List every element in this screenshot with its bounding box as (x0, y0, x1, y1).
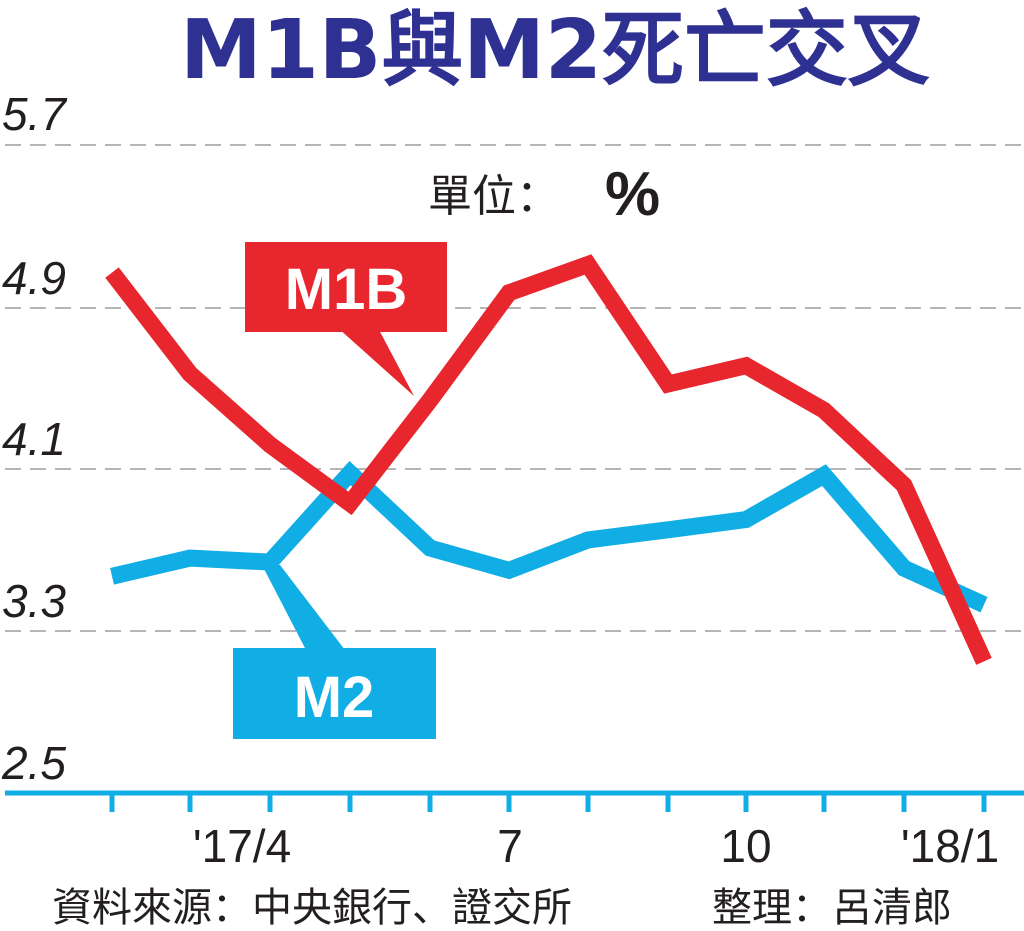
editor-credit: 整理：呂清郎 (712, 885, 952, 931)
ytick-label: 2.5 (1, 737, 66, 789)
x-axis-labels: '17/4 7 10 '18/1 (193, 820, 999, 872)
m2-callout-label: M2 (294, 665, 375, 730)
xtick-label: 10 (720, 820, 771, 872)
ytick-label: 5.7 (2, 88, 67, 140)
ytick-label: 3.3 (2, 575, 66, 627)
m2-callout: M2 (233, 565, 436, 739)
ytick-label: 4.1 (2, 413, 66, 465)
source-credit: 資料來源：中央銀行、證交所 (52, 885, 572, 931)
m1b-callout: M1B (245, 242, 447, 396)
m1b-callout-label: M1B (285, 257, 407, 322)
unit-symbol: % (605, 160, 660, 229)
ytick-label: 4.9 (2, 252, 66, 304)
m1b-callout-pointer (338, 328, 414, 396)
m1b-callout-box (245, 242, 447, 332)
m2-callout-pointer (262, 565, 345, 650)
gridlines (5, 144, 1024, 632)
m2-series-line (110, 460, 988, 613)
m2-callout-box (233, 648, 436, 739)
chart-title: M1B與M2死亡交叉 (180, 3, 930, 98)
xtick-label: 7 (497, 820, 523, 872)
m1b-series-line (105, 254, 992, 665)
xtick-label: '17/4 (193, 820, 291, 872)
unit-label: 單位： (428, 171, 560, 222)
x-axis-ticks (109, 793, 987, 812)
xtick-label: '18/1 (901, 820, 999, 872)
y-axis-labels: 5.7 4.9 4.1 3.3 2.5 (1, 88, 67, 789)
